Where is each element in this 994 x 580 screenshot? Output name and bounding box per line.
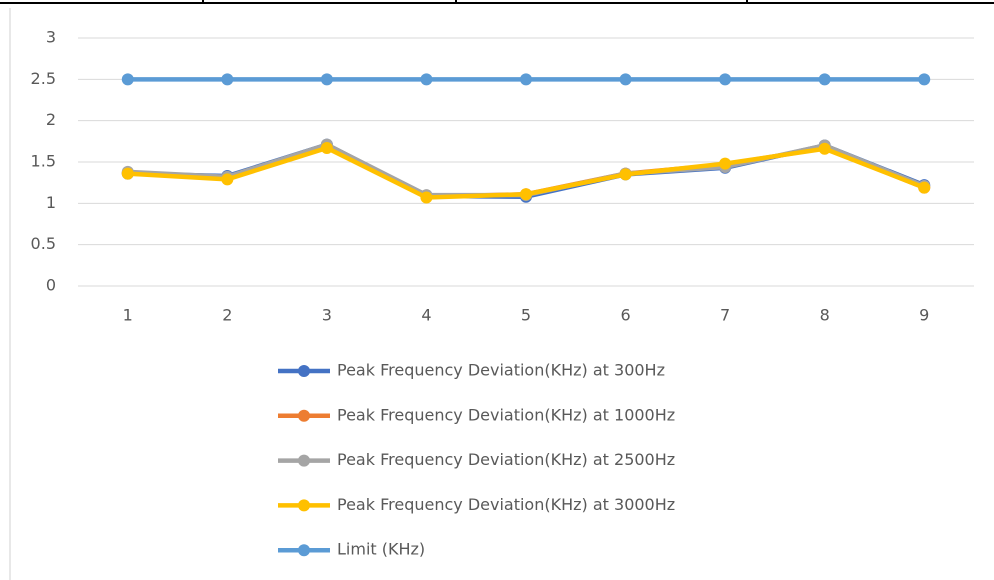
- y-tick-label: 3: [46, 28, 56, 47]
- x-tick-label: 2: [222, 306, 232, 325]
- legend-marker: [298, 454, 310, 467]
- x-tick-label: 8: [820, 306, 830, 325]
- y-tick-label: 2: [46, 110, 56, 129]
- legend-label: Peak Frequency Deviation(KHz) at 2500Hz: [337, 450, 675, 469]
- legend-marker: [298, 409, 310, 422]
- x-tick-label: 4: [421, 306, 431, 325]
- x-tick-label: 6: [620, 306, 630, 325]
- data-point: [221, 173, 234, 186]
- y-tick-label: 2.5: [31, 69, 56, 88]
- data-point: [619, 73, 632, 86]
- legend-label: Peak Frequency Deviation(KHz) at 1000Hz: [337, 405, 675, 424]
- legend-marker: [298, 365, 310, 377]
- legend-marker: [298, 544, 310, 557]
- y-tick-label: 1.5: [31, 152, 56, 171]
- x-tick-label: 1: [123, 306, 133, 325]
- data-point: [918, 73, 931, 86]
- legend-label: Limit (KHz): [337, 540, 425, 559]
- data-point: [520, 73, 532, 86]
- y-tick-label: 0: [46, 276, 56, 295]
- x-tick-label: 9: [919, 306, 929, 325]
- data-point: [818, 142, 831, 155]
- data-point: [121, 73, 134, 86]
- data-point: [918, 181, 931, 194]
- data-point: [221, 73, 234, 86]
- y-tick-label: 1: [46, 193, 56, 212]
- x-tick-label: 5: [521, 306, 531, 325]
- data-point: [420, 73, 433, 86]
- data-point: [121, 167, 134, 180]
- data-point: [520, 188, 532, 201]
- legend-label: Peak Frequency Deviation(KHz) at 300Hz: [337, 361, 665, 380]
- legend-marker: [298, 499, 310, 512]
- data-point: [420, 191, 433, 204]
- data-point: [719, 157, 732, 170]
- x-tick-label: 7: [720, 306, 730, 325]
- legend-label: Peak Frequency Deviation(KHz) at 3000Hz: [337, 495, 675, 514]
- data-point: [619, 168, 632, 181]
- y-tick-label: 0.5: [31, 234, 56, 253]
- data-point: [320, 141, 333, 154]
- data-point: [320, 73, 333, 86]
- data-point: [818, 73, 831, 86]
- x-tick-label: 3: [322, 306, 332, 325]
- data-point: [719, 73, 732, 86]
